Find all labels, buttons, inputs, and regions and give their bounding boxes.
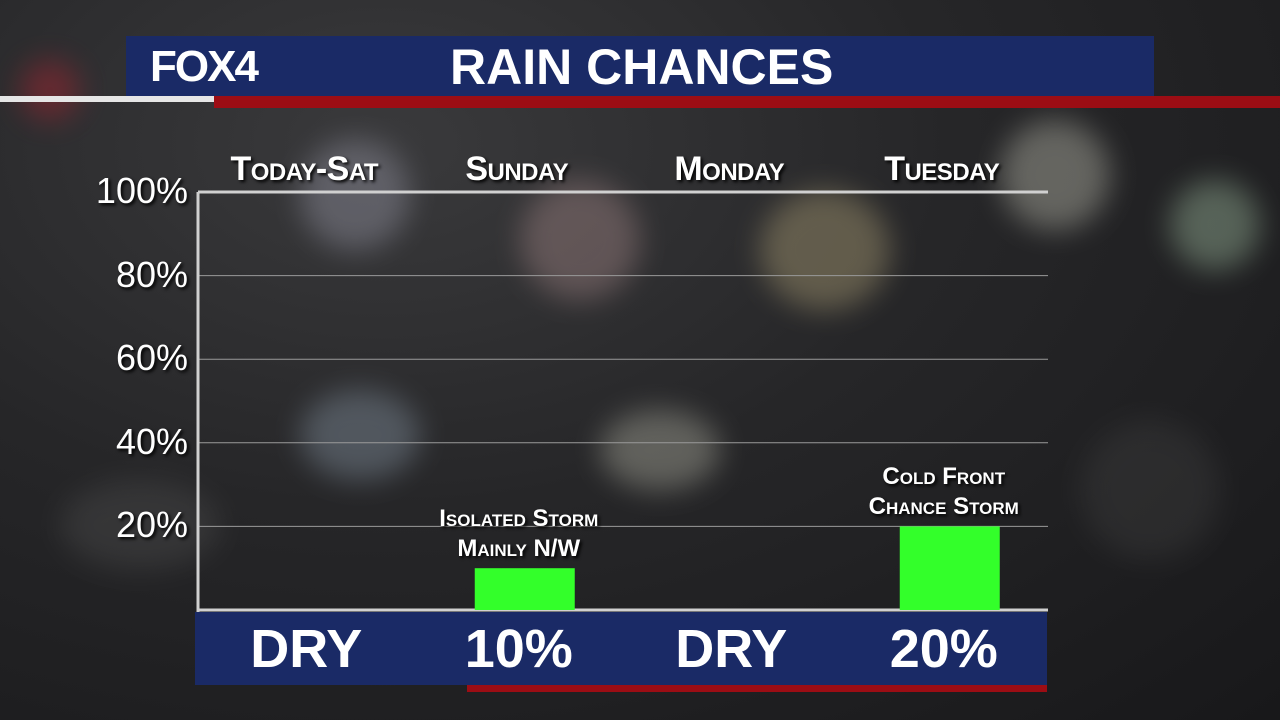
y-tick-label: 40% [115, 420, 188, 462]
header-bar [126, 36, 1154, 96]
y-tick-label: 60% [115, 337, 188, 379]
bar-sunday [474, 568, 575, 610]
header-white-accent [0, 96, 214, 102]
annotation-line: Isolated Storm [439, 505, 599, 533]
page-title: RAIN CHANCES [450, 39, 834, 95]
value-bar-red-accent [467, 685, 1047, 692]
annotation-line: Mainly N/W [457, 535, 581, 563]
annotation-line: Cold Front [882, 463, 1006, 491]
value-label-bar [195, 612, 1047, 685]
value-label: DRY [250, 619, 363, 679]
annotation-line: Chance Storm [868, 493, 1019, 521]
category-label: Today-Sat [230, 150, 379, 188]
bar-annotation: Cold Front Chance Storm [824, 462, 1064, 522]
y-tick-label: 80% [115, 253, 188, 295]
header-red-accent [214, 96, 1280, 108]
value-label: 20% [889, 619, 998, 679]
category-label: Sunday [465, 150, 569, 188]
y-tick-label: 20% [115, 504, 188, 546]
fox4-logo: FOX4 [150, 42, 259, 91]
bar-tuesday [899, 526, 1000, 610]
category-label: Tuesday [884, 150, 1000, 188]
category-label: Monday [674, 150, 785, 188]
y-tick-label: 100% [95, 170, 188, 211]
value-label: 10% [464, 619, 573, 679]
bar-annotation: Isolated Storm Mainly N/W [399, 504, 639, 564]
value-label: DRY [675, 619, 788, 679]
